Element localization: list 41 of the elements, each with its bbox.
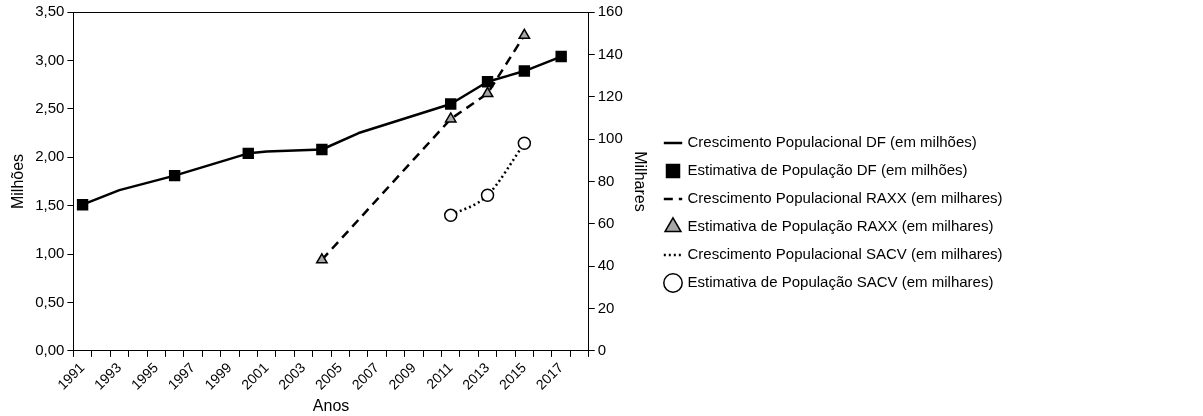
y-axis-title: Milhões: [9, 153, 27, 210]
y2-tick-label: 0: [597, 341, 607, 359]
point: [168, 169, 181, 182]
point: [443, 208, 458, 223]
y2-tick-label: 140: [597, 44, 623, 62]
point: [481, 86, 494, 98]
legend-label: Crescimento Populacional RAXX (em milhares): [687, 189, 1003, 207]
point: [445, 98, 457, 110]
y2-tick-label: 80: [597, 171, 615, 189]
y2-axis-title: Milhares: [631, 151, 649, 212]
y2-tick-label: 40: [597, 256, 615, 274]
legend-label: Crescimento Populacional SACV (em milhares): [687, 245, 1003, 263]
y-tick-label: 3,50: [35, 2, 65, 20]
point: [555, 50, 567, 63]
point: [481, 76, 494, 88]
point: [315, 253, 328, 264]
point: [480, 188, 495, 202]
y-tick-label: 1,00: [35, 244, 65, 262]
point: [518, 28, 531, 40]
y2-tick-label: 160: [597, 2, 623, 20]
y-tick-label: 2,00: [35, 147, 65, 165]
y2-tick-label: 100: [597, 129, 623, 147]
y-tick-label: 3,00: [35, 50, 65, 68]
x-axis-title: Anos: [312, 396, 350, 414]
point: [444, 112, 457, 123]
legend-label: Estimativa de População DF (em milhões): [687, 161, 968, 179]
y2-tick-label: 60: [597, 213, 615, 231]
y-tick-label: 2,50: [35, 98, 65, 116]
legend-label: Crescimento Populacional DF (em milhões): [687, 133, 977, 151]
point: [242, 147, 254, 160]
y-tick-label: 0,50: [35, 292, 65, 310]
point: [316, 143, 328, 156]
point: [517, 136, 532, 151]
point: [76, 198, 89, 211]
legend-label: Estimativa de População SACV (em milhares): [687, 273, 994, 291]
point: [518, 65, 531, 77]
y2-tick-label: 120: [597, 86, 623, 104]
y-tick-label: 0,00: [35, 341, 65, 359]
y-tick-label: 1,50: [35, 195, 65, 213]
y2-tick-label: 20: [597, 298, 615, 316]
legend-label: Estimativa de População RAXX (em milhares): [687, 217, 994, 235]
